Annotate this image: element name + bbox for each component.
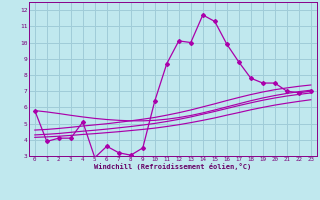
X-axis label: Windchill (Refroidissement éolien,°C): Windchill (Refroidissement éolien,°C): [94, 164, 252, 170]
